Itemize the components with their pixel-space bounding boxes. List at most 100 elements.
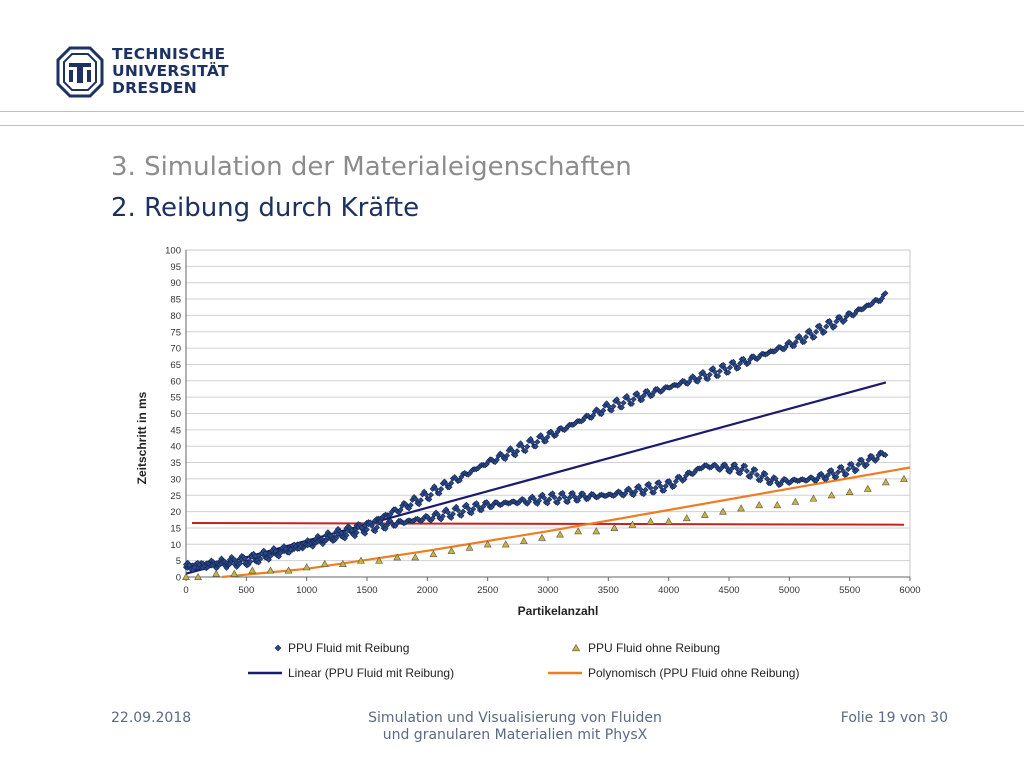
point-mit-reibung	[247, 558, 254, 565]
point-ohne-reibung	[429, 550, 438, 558]
point-ohne-reibung	[881, 478, 890, 486]
point-mit-reibung	[873, 456, 880, 463]
point-mit-reibung	[831, 323, 838, 330]
point-ohne-reibung	[266, 566, 275, 574]
point-mit-reibung	[514, 448, 521, 455]
point-mit-reibung	[726, 364, 733, 371]
axes	[185, 249, 911, 581]
x-tick-label: 3000	[537, 585, 558, 596]
point-mit-reibung	[792, 339, 799, 346]
point-mit-reibung	[671, 483, 678, 490]
legend: PPU Fluid mit Reibung PPU Fluid ohne Reib…	[248, 641, 799, 680]
point-mit-reibung	[503, 452, 510, 459]
point-ohne-reibung	[465, 543, 474, 551]
point-mit-reibung	[561, 493, 568, 500]
point-mit-reibung	[458, 512, 465, 519]
x-tick-label: 2000	[417, 585, 438, 596]
point-mit-reibung	[534, 438, 541, 445]
y-tick-label: 5	[176, 556, 181, 567]
y-tick-label: 55	[170, 393, 181, 404]
point-mit-reibung	[733, 465, 740, 472]
point-mit-reibung	[272, 547, 279, 555]
point-mit-reibung	[843, 471, 850, 478]
tu-dresden-emblem-icon	[56, 46, 104, 98]
point-ohne-reibung	[719, 507, 727, 515]
y-tick-label: 100	[165, 246, 181, 257]
point-mit-reibung	[655, 479, 663, 486]
point-mit-reibung	[632, 488, 639, 495]
point-mit-reibung	[853, 466, 860, 474]
y-tick-label: 70	[170, 344, 181, 355]
point-mit-reibung	[640, 392, 647, 399]
point-mit-reibung	[333, 534, 340, 541]
point-mit-reibung	[429, 515, 436, 522]
x-tick-label: 1500	[356, 585, 377, 596]
point-ohne-reibung	[182, 572, 190, 581]
logo-line-1: TECHNISCHE	[112, 45, 226, 63]
header-divider-top	[0, 111, 1024, 112]
slide-title: 3. Simulation der Materialeigenschaften	[111, 152, 632, 182]
point-mit-reibung	[426, 496, 433, 503]
point-ohne-reibung	[664, 517, 673, 525]
point-mit-reibung	[764, 475, 771, 482]
point-mit-reibung	[252, 552, 259, 560]
point-mit-reibung	[620, 399, 627, 406]
point-ohne-reibung	[592, 527, 601, 535]
point-mit-reibung	[358, 524, 365, 531]
point-mit-reibung	[407, 502, 414, 509]
point-mit-reibung	[512, 452, 519, 459]
point-mit-reibung	[813, 328, 820, 335]
point-mit-reibung	[454, 507, 462, 514]
point-mit-reibung	[416, 501, 423, 508]
legend-label: PPU Fluid ohne Reibung	[588, 641, 720, 655]
point-mit-reibung	[661, 487, 668, 494]
point-mit-reibung	[412, 496, 419, 503]
point-mit-reibung	[363, 526, 370, 533]
point-mit-reibung	[637, 486, 644, 493]
point-mit-reibung	[605, 402, 612, 409]
point-mit-reibung	[529, 439, 536, 446]
y-tick-label: 10	[170, 540, 181, 551]
point-ohne-reibung	[845, 487, 854, 496]
point-ohne-reibung	[773, 501, 782, 509]
scatter-chart: 0 5 10 15 20 25 30 35 40 45 50 55 60 65 70 75 80 85 90 95 10…	[135, 246, 921, 681]
point-mit-reibung	[821, 328, 828, 336]
point-mit-reibung	[824, 472, 831, 479]
point-mit-reibung	[277, 549, 284, 556]
x-tick-label: 500	[238, 585, 254, 596]
x-tick-label: 3500	[598, 585, 619, 596]
point-ohne-reibung	[284, 566, 293, 574]
point-ohne-reibung	[628, 520, 637, 528]
point-mit-reibung	[772, 475, 779, 482]
y-tick-label: 40	[170, 442, 181, 453]
x-tick-label: 5500	[839, 585, 860, 596]
point-mit-reibung	[747, 473, 754, 480]
point-mit-reibung	[432, 486, 440, 493]
point-mit-reibung	[650, 489, 657, 496]
point-mit-reibung	[536, 497, 543, 504]
point-mit-reibung	[368, 522, 375, 529]
point-mit-reibung	[353, 529, 360, 536]
point-ohne-reibung	[519, 537, 528, 545]
point-ohne-reibung	[320, 559, 329, 567]
point-mit-reibung	[242, 555, 249, 562]
point-ohne-reibung	[338, 559, 347, 567]
point-mit-reibung	[449, 511, 456, 518]
footer-title-line-1: Simulation und Visualisierung von Fluide…	[368, 710, 662, 726]
point-mit-reibung	[742, 463, 749, 470]
point-ohne-reibung	[393, 553, 402, 561]
point-mit-reibung	[863, 461, 870, 468]
reference-hline	[191, 522, 905, 526]
point-mit-reibung	[551, 494, 558, 501]
point-ohne-reibung	[809, 494, 818, 502]
point-ohne-reibung	[212, 569, 221, 577]
point-mit-reibung	[711, 368, 718, 375]
point-ohne-reibung	[230, 569, 239, 577]
point-ohne-reibung	[375, 556, 383, 564]
footer-title: Simulation und Visualisierung von Fluide…	[330, 710, 700, 744]
point-mit-reibung	[465, 505, 472, 512]
logo-line-3: DRESDEN	[112, 79, 198, 97]
point-mit-reibung	[835, 469, 842, 476]
point-mit-reibung	[373, 524, 380, 531]
point-mit-reibung	[704, 375, 712, 383]
